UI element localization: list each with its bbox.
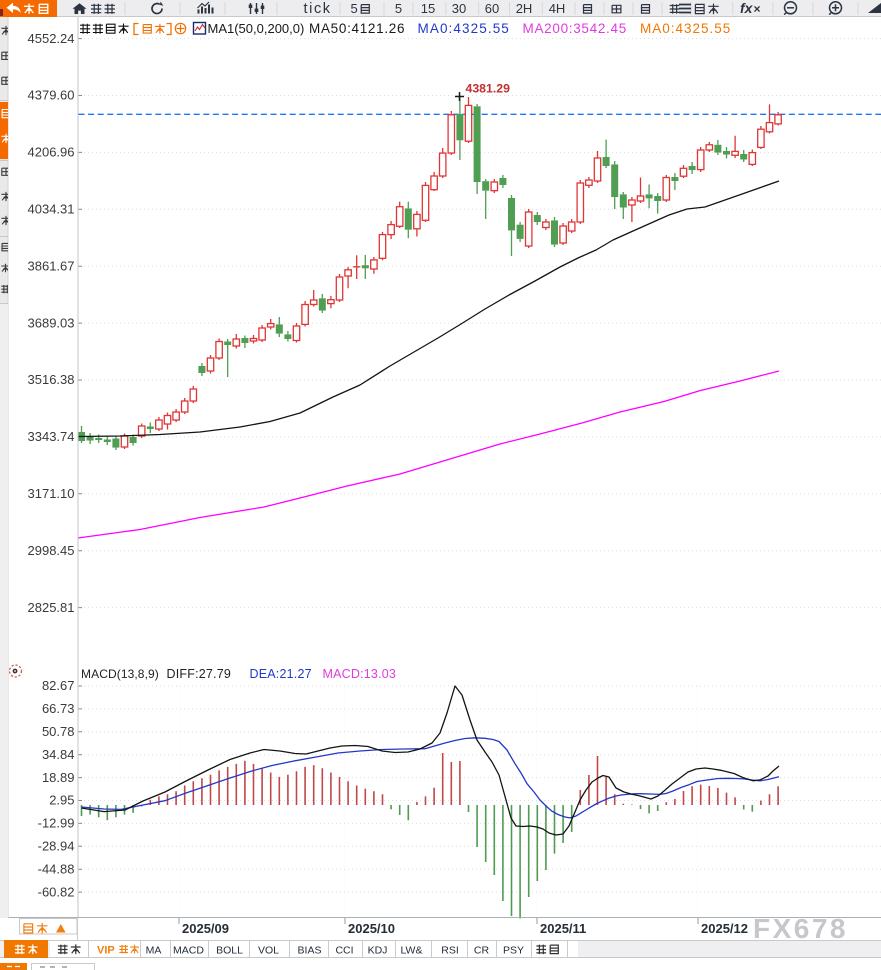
svg-text:3861.67: 3861.67 <box>28 258 75 273</box>
svg-text:MACD:13.03: MACD:13.03 <box>323 667 397 681</box>
svg-text:2.95: 2.95 <box>49 793 74 808</box>
svg-text:2825.81: 2825.81 <box>28 600 75 615</box>
svg-text:KDJ: KDJ <box>368 945 388 957</box>
svg-text:RSI: RSI <box>441 945 459 957</box>
svg-text:5: 5 <box>351 1 358 16</box>
svg-text:2025/10: 2025/10 <box>348 921 395 936</box>
svg-text:MA: MA <box>146 945 162 957</box>
svg-text:2025/11: 2025/11 <box>540 921 586 936</box>
svg-text:3516.38: 3516.38 <box>28 372 75 387</box>
svg-text:2H: 2H <box>516 1 533 16</box>
svg-text:fx: fx <box>740 0 754 16</box>
svg-text:34.84: 34.84 <box>42 747 75 762</box>
svg-text:4206.96: 4206.96 <box>28 145 75 160</box>
svg-text:tick: tick <box>304 1 332 17</box>
svg-text:66.73: 66.73 <box>42 701 75 716</box>
svg-text:50.78: 50.78 <box>42 724 75 739</box>
svg-text:60: 60 <box>485 1 499 16</box>
svg-text:3171.10: 3171.10 <box>28 486 75 501</box>
svg-text:4034.31: 4034.31 <box>28 202 75 217</box>
svg-text:DEA:21.27: DEA:21.27 <box>250 667 312 681</box>
svg-text:-12.99: -12.99 <box>38 816 75 831</box>
svg-text:MA50:4121.26: MA50:4121.26 <box>309 21 405 36</box>
svg-text:MACD: MACD <box>173 945 204 957</box>
svg-text:-28.94: -28.94 <box>38 839 75 854</box>
svg-text:2025/12: 2025/12 <box>701 921 748 936</box>
svg-text:2025/09: 2025/09 <box>182 921 229 936</box>
svg-text:-60.82: -60.82 <box>38 884 75 899</box>
svg-text:MA1(50,0,200,0): MA1(50,0,200,0) <box>208 21 305 36</box>
svg-text:BIAS: BIAS <box>298 945 322 957</box>
svg-text:3689.03: 3689.03 <box>28 315 75 330</box>
svg-text:CCI: CCI <box>335 945 353 957</box>
svg-text:4379.60: 4379.60 <box>28 88 75 103</box>
svg-text:DIFF:27.79: DIFF:27.79 <box>167 667 232 681</box>
svg-text:BOLL: BOLL <box>216 945 243 957</box>
svg-text:LW&: LW& <box>401 945 423 957</box>
svg-text:-44.88: -44.88 <box>38 861 75 876</box>
svg-text:4H: 4H <box>549 1 566 16</box>
svg-text:4381.29: 4381.29 <box>466 82 511 96</box>
svg-text:4552.24: 4552.24 <box>28 31 75 46</box>
svg-text:2998.45: 2998.45 <box>28 543 75 558</box>
svg-text:MA0:4325.55: MA0:4325.55 <box>640 21 731 36</box>
svg-text:18.89: 18.89 <box>42 770 75 785</box>
svg-text:MACD(13,8,9): MACD(13,8,9) <box>81 667 159 681</box>
svg-text:82.67: 82.67 <box>42 678 75 693</box>
svg-text:3343.74: 3343.74 <box>28 429 75 444</box>
svg-text:CR: CR <box>474 945 490 957</box>
svg-text:30: 30 <box>452 1 466 16</box>
svg-text:VOL: VOL <box>258 945 279 957</box>
svg-text:VIP: VIP <box>97 945 115 957</box>
svg-text:PSY: PSY <box>503 945 524 957</box>
svg-text:×: × <box>754 2 761 16</box>
svg-text:FX678: FX678 <box>753 913 848 944</box>
svg-text:MA200:3542.45: MA200:3542.45 <box>523 21 627 36</box>
svg-text:MA0:4325.55: MA0:4325.55 <box>418 21 510 36</box>
svg-text:15: 15 <box>421 1 435 16</box>
svg-text:5: 5 <box>395 1 402 16</box>
